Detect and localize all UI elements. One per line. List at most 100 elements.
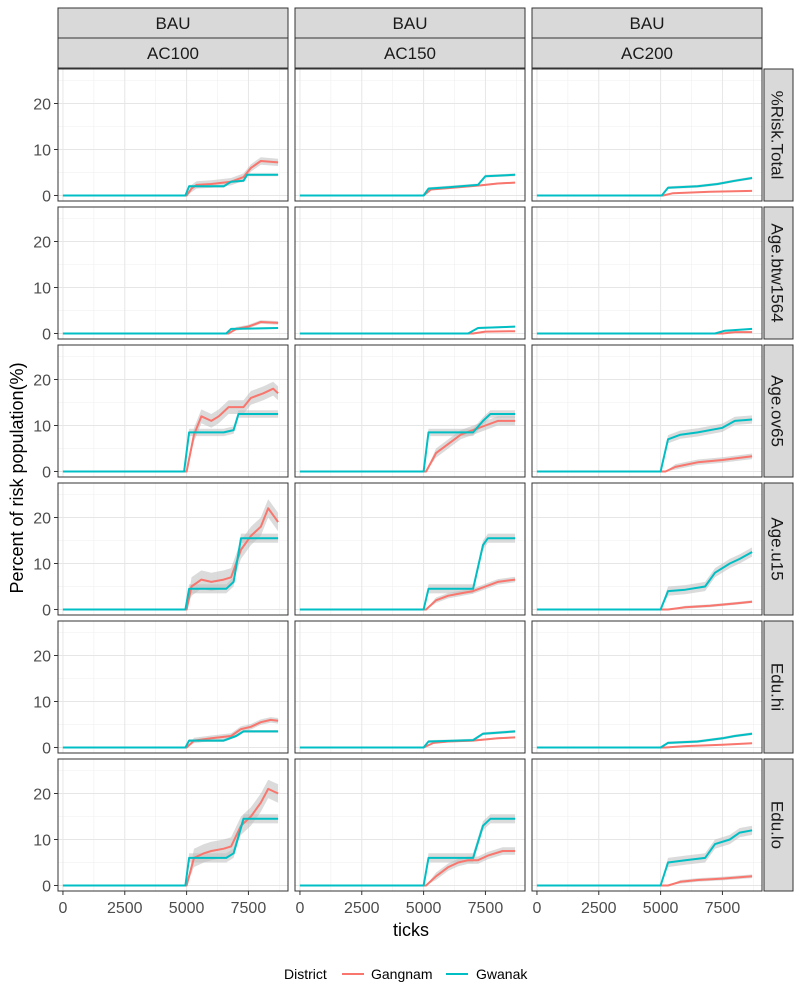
plot-area: [299, 814, 516, 887]
series-line-gwanak: [536, 418, 753, 473]
y-tick-label: 0: [42, 602, 51, 619]
x-tick-label: 7500: [705, 900, 741, 917]
column-strip-label: AC200: [621, 44, 673, 63]
series-line-gwanak: [299, 730, 516, 749]
row-strips: %Risk.Total Age.btw1564 Age.ov65 Age.u15 Edu…: [763, 68, 794, 892]
panel-border: [57, 344, 289, 478]
y-tick-label: 10: [33, 694, 51, 711]
plot-area: [536, 547, 753, 611]
panel-border: [294, 344, 526, 478]
panel-border: [531, 206, 763, 340]
column-strip-label: AC150: [384, 44, 436, 63]
panel-background: [295, 483, 525, 615]
legend-label-gangnam: Gangnam: [371, 966, 432, 982]
panel-background: [295, 345, 525, 477]
panel-background: [532, 207, 762, 339]
y-tick-label: 20: [33, 786, 51, 803]
plot-area: [299, 173, 516, 197]
row-strip-label: Age.ov65: [768, 375, 787, 447]
plot-area: [536, 327, 753, 335]
y-tick-label: 0: [42, 188, 51, 205]
confidence-band-gwanak: [62, 533, 279, 610]
panels: [57, 68, 763, 892]
series-line-gwanak: [299, 413, 516, 473]
column-strip-box: [57, 7, 289, 39]
panel: [531, 206, 763, 340]
panel: [531, 68, 763, 202]
panel-border: [294, 206, 526, 340]
column-strip-box: [294, 37, 526, 69]
series-line-gwanak: [299, 173, 516, 197]
series-line-gangnam: [62, 507, 279, 611]
series-line-gwanak: [62, 327, 279, 335]
panel-background: [58, 207, 288, 339]
panel: [57, 758, 289, 892]
column-strip-box: [531, 37, 763, 69]
y-tick-label: 0: [42, 326, 51, 343]
panel-border: [294, 482, 526, 616]
panel-border: [57, 482, 289, 616]
column-strips: BAU AC100 BAU AC150 BAU AC200: [57, 7, 763, 69]
series-line-gwanak: [62, 413, 279, 473]
column-strip-label: AC100: [147, 44, 199, 63]
panel: [294, 620, 526, 754]
panel-background: [295, 69, 525, 201]
column-strip-box: [294, 7, 526, 39]
column-strip-scenario: BAU: [393, 14, 428, 33]
x-tick-label: 7500: [468, 900, 504, 917]
series-line-gwanak: [62, 730, 279, 749]
row-strip-label: Edu.lo: [768, 801, 787, 849]
x-axis-title: ticks: [393, 920, 429, 940]
y-tick-label: 20: [33, 648, 51, 665]
panel: [294, 758, 526, 892]
series-line-gangnam: [299, 419, 516, 473]
panel-border: [294, 68, 526, 202]
series-line-gwanak: [62, 537, 279, 611]
gridlines: [532, 207, 762, 339]
series-line-gwanak: [299, 537, 516, 611]
panel-background: [532, 483, 762, 615]
x-tick-label: 2500: [107, 900, 143, 917]
panel-border: [531, 620, 763, 754]
panel-background: [58, 759, 288, 891]
panel-background: [532, 345, 762, 477]
confidence-band-gangnam: [299, 847, 516, 886]
row-strip-box: [763, 758, 794, 892]
panel-border: [294, 620, 526, 754]
series-line-gwanak: [536, 551, 753, 611]
confidence-band-gangnam: [536, 453, 753, 472]
confidence-band-gwanak: [536, 825, 753, 886]
x-tick-label: 5000: [406, 900, 442, 917]
series-line-gwanak: [62, 173, 279, 197]
row-strip-label: Age.btw1564: [768, 223, 787, 322]
x-tick-label: 2500: [581, 900, 617, 917]
panel: [57, 206, 289, 340]
panel: [531, 758, 763, 892]
y-tick-label: 20: [33, 96, 51, 113]
confidence-band-gangnam: [62, 499, 279, 610]
gridlines: [58, 759, 288, 891]
panel: [57, 620, 289, 754]
panel-background: [295, 759, 525, 891]
panel-background: [532, 69, 762, 201]
series-line-gwanak: [536, 829, 753, 887]
x-tick-label: 0: [295, 900, 304, 917]
panel: [57, 68, 289, 202]
y-axes: 0 10 20 0 10 20 0 10 20 0 10 20 0 10 20 0 10 20: [33, 96, 58, 895]
confidence-band-gwanak: [536, 176, 753, 196]
panel-border: [531, 344, 763, 478]
series-line-gwanak: [536, 732, 753, 749]
y-tick-label: 10: [33, 418, 51, 435]
y-tick-label: 10: [33, 280, 51, 297]
plot-area: [62, 717, 279, 749]
panel: [294, 344, 526, 478]
y-tick-label: 20: [33, 234, 51, 251]
confidence-band-gwanak: [62, 410, 279, 472]
legend: District Gangnam Gwanak: [284, 966, 528, 982]
series-line-gangnam: [62, 718, 279, 749]
confidence-band-gangnam: [62, 779, 279, 886]
panel-border: [294, 758, 526, 892]
panel: [57, 344, 289, 478]
row-strip-label: Edu.hi: [768, 663, 787, 711]
